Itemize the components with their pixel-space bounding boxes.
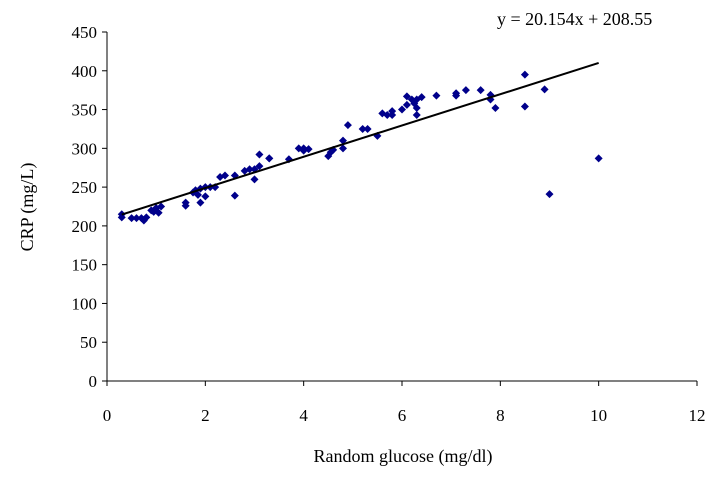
data-point [402, 92, 411, 101]
data-point [358, 124, 367, 133]
y-tick-label: 350 [72, 101, 98, 120]
data-point [265, 154, 274, 163]
x-tick-label: 12 [689, 406, 706, 425]
data-point [181, 198, 190, 207]
data-point [221, 171, 229, 180]
y-tick-label: 300 [72, 139, 98, 158]
trendline-equation: y = 20.154x + 208.55 [497, 9, 652, 29]
data-point [417, 93, 426, 102]
data-point [363, 124, 372, 133]
data-point [230, 191, 239, 200]
y-tick-label: 200 [72, 217, 98, 236]
data-point [594, 154, 603, 163]
data-point [461, 86, 470, 95]
x-tick-label: 0 [103, 406, 112, 425]
data-point [343, 121, 352, 130]
data-point [142, 213, 151, 222]
data-point [196, 198, 205, 207]
data-point [245, 165, 254, 174]
y-tick-label: 250 [72, 178, 98, 197]
y-tick-label: 150 [72, 256, 98, 275]
data-point [452, 89, 461, 98]
data-point [412, 104, 421, 113]
data-point [193, 190, 202, 199]
trendline-group [121, 61, 599, 216]
data-point [154, 208, 163, 217]
data-point [132, 214, 141, 223]
y-tick-label: 400 [72, 62, 98, 81]
data-point [255, 162, 264, 171]
x-tick-label: 10 [590, 406, 607, 425]
y-axis-ticks: 0 50 100 150 200 250 300 350 400 450 [72, 23, 107, 391]
data-point [157, 202, 166, 211]
data-point [127, 214, 136, 223]
data-point [255, 150, 264, 159]
y-tick-label: 0 [89, 372, 98, 391]
data-point [491, 104, 500, 113]
x-tick-label: 4 [299, 406, 308, 425]
data-point [250, 175, 259, 184]
data-point [388, 110, 397, 119]
data-point [383, 110, 392, 119]
x-tick-label: 8 [496, 406, 505, 425]
y-axis-title: CRP (mg/L) [17, 163, 38, 252]
data-point [339, 144, 347, 153]
x-tick-label: 6 [398, 406, 407, 425]
data-point [432, 91, 441, 100]
axes [106, 32, 697, 382]
data-point [412, 110, 421, 119]
data-point [402, 100, 411, 109]
data-point [201, 192, 210, 201]
x-axis-title: Random glucose (mg/dl) [314, 446, 493, 467]
data-point [398, 105, 406, 114]
y-tick-label: 100 [72, 294, 98, 313]
x-axis-ticks: 0 2 4 6 8 10 12 [103, 381, 706, 425]
data-point [304, 145, 313, 154]
data-point [545, 190, 554, 199]
y-tick-label: 450 [72, 23, 98, 42]
data-points [117, 70, 603, 225]
data-point [476, 86, 485, 95]
data-point [540, 85, 549, 94]
trendline [121, 61, 599, 216]
x-tick-label: 2 [201, 406, 210, 425]
y-tick-label: 50 [80, 333, 97, 352]
data-point [117, 213, 126, 222]
data-point [520, 70, 529, 79]
data-point [520, 102, 529, 111]
